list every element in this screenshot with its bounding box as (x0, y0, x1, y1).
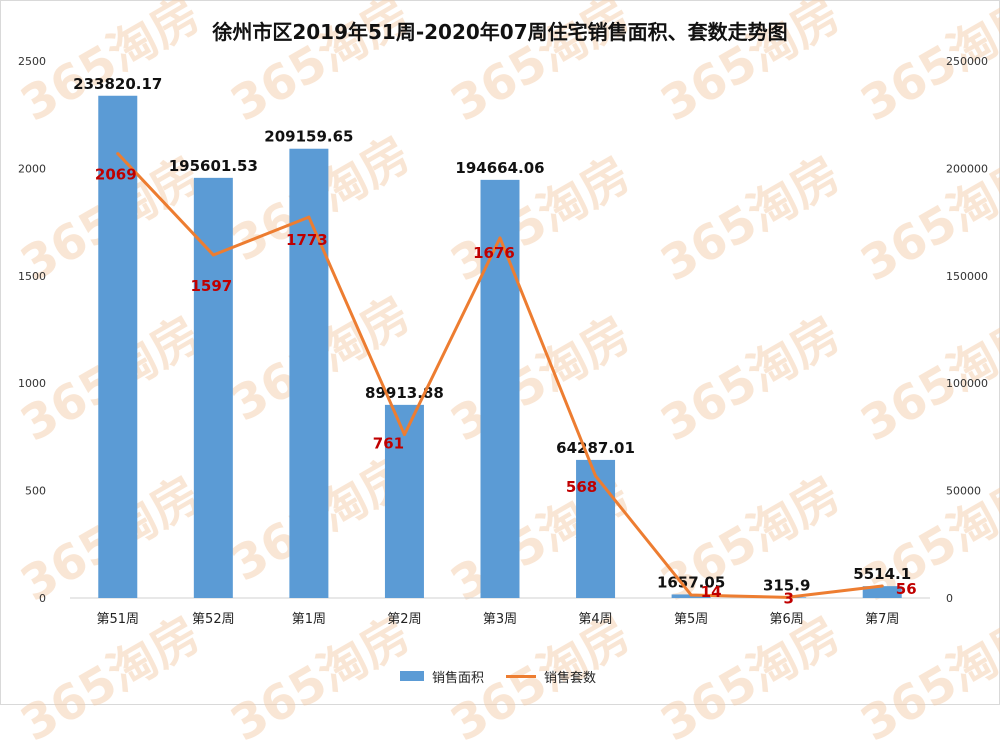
left-tick-label: 2500 (18, 55, 46, 68)
line-data-label: 14 (701, 583, 722, 601)
line-labels: 2069 1597 1773 761 1676 568 14 3 56 (95, 166, 917, 608)
bar (480, 179, 520, 598)
line-data-label: 568 (566, 478, 597, 496)
bar (98, 95, 138, 598)
bar-data-label: 1657.05 (657, 573, 725, 591)
bar-data-label: 64287.01 (556, 439, 635, 457)
bar-data-label: 233820.17 (73, 75, 162, 93)
line-point (402, 433, 406, 437)
legend-label-units: 销售套数 (544, 670, 597, 686)
x-category-label: 第6周 (770, 612, 804, 627)
x-category-label: 第3周 (483, 612, 517, 627)
combo-chart: 0 500 1000 1500 2000 2500 0 50000 100000 150000 2… (18, 55, 988, 627)
legend: 销售面积 销售套数 (400, 664, 618, 688)
bar-data-label: 315.9 (763, 576, 810, 594)
bar-series (98, 95, 902, 599)
x-category-label: 第51周 (97, 612, 140, 627)
left-tick-label: 2000 (18, 162, 46, 175)
line-series (116, 152, 884, 599)
line-point (785, 595, 789, 599)
chart-title: 徐州市区2019年51周-2020年07周住宅销售面积、套数走势图 (212, 20, 788, 44)
line-data-label: 3 (783, 589, 793, 607)
x-category-label: 第4周 (578, 612, 612, 627)
line-point (116, 152, 120, 156)
x-category-label: 第1周 (292, 612, 326, 627)
line-data-label: 56 (896, 580, 917, 598)
line-point (211, 253, 215, 257)
line-data-label: 761 (373, 435, 404, 453)
bar (576, 459, 616, 598)
bar-data-label: 5514.1 (853, 565, 911, 583)
line-data-label: 2069 (95, 166, 137, 184)
x-category-label: 第2周 (387, 612, 421, 627)
bar (862, 586, 902, 598)
bar-data-label: 195601.53 (169, 157, 258, 175)
left-tick-label: 500 (25, 485, 46, 498)
bar (384, 404, 424, 598)
x-axis-ticks: 第51周 第52周 第1周 第2周 第3周 第4周 第5周 第6周 第7周 (97, 612, 900, 627)
left-tick-label: 1500 (18, 270, 46, 283)
x-category-label: 第7周 (865, 612, 899, 627)
left-tick-label: 1000 (18, 377, 46, 390)
right-tick-label: 100000 (946, 377, 988, 390)
right-tick-label: 150000 (946, 270, 988, 283)
legend-swatch-line (506, 674, 537, 678)
legend-swatch-bar (400, 671, 424, 681)
line-point (307, 215, 311, 219)
line-point (498, 236, 502, 240)
bar-data-label: 89913.88 (365, 384, 444, 402)
left-tick-label: 0 (39, 592, 46, 605)
bar-data-label: 194664.06 (455, 159, 544, 177)
bar-labels: 233820.17 195601.53 209159.65 89913.88 19466… (73, 75, 911, 595)
legend-label-area: 销售面积 (432, 670, 485, 686)
legend-item-area: 销售面积 (400, 667, 484, 686)
line-point (594, 474, 598, 478)
right-axis: 0 50000 100000 150000 200000 250000 (946, 55, 988, 605)
line-data-label: 1597 (190, 277, 232, 295)
right-tick-label: 200000 (946, 162, 988, 175)
x-category-label: 第5周 (674, 612, 708, 627)
right-tick-label: 0 (946, 592, 953, 605)
line-point (880, 584, 884, 588)
bar (193, 177, 233, 599)
line-data-label: 1773 (286, 231, 328, 249)
line-data-label: 1676 (473, 244, 515, 262)
line-point (689, 593, 693, 597)
right-tick-label: 250000 (946, 55, 988, 68)
bar-data-label: 209159.65 (264, 128, 353, 146)
right-tick-label: 50000 (946, 485, 981, 498)
x-category-label: 第52周 (192, 612, 235, 627)
left-axis: 0 500 1000 1500 2000 2500 (18, 55, 46, 605)
legend-item-units: 销售套数 (506, 667, 596, 686)
